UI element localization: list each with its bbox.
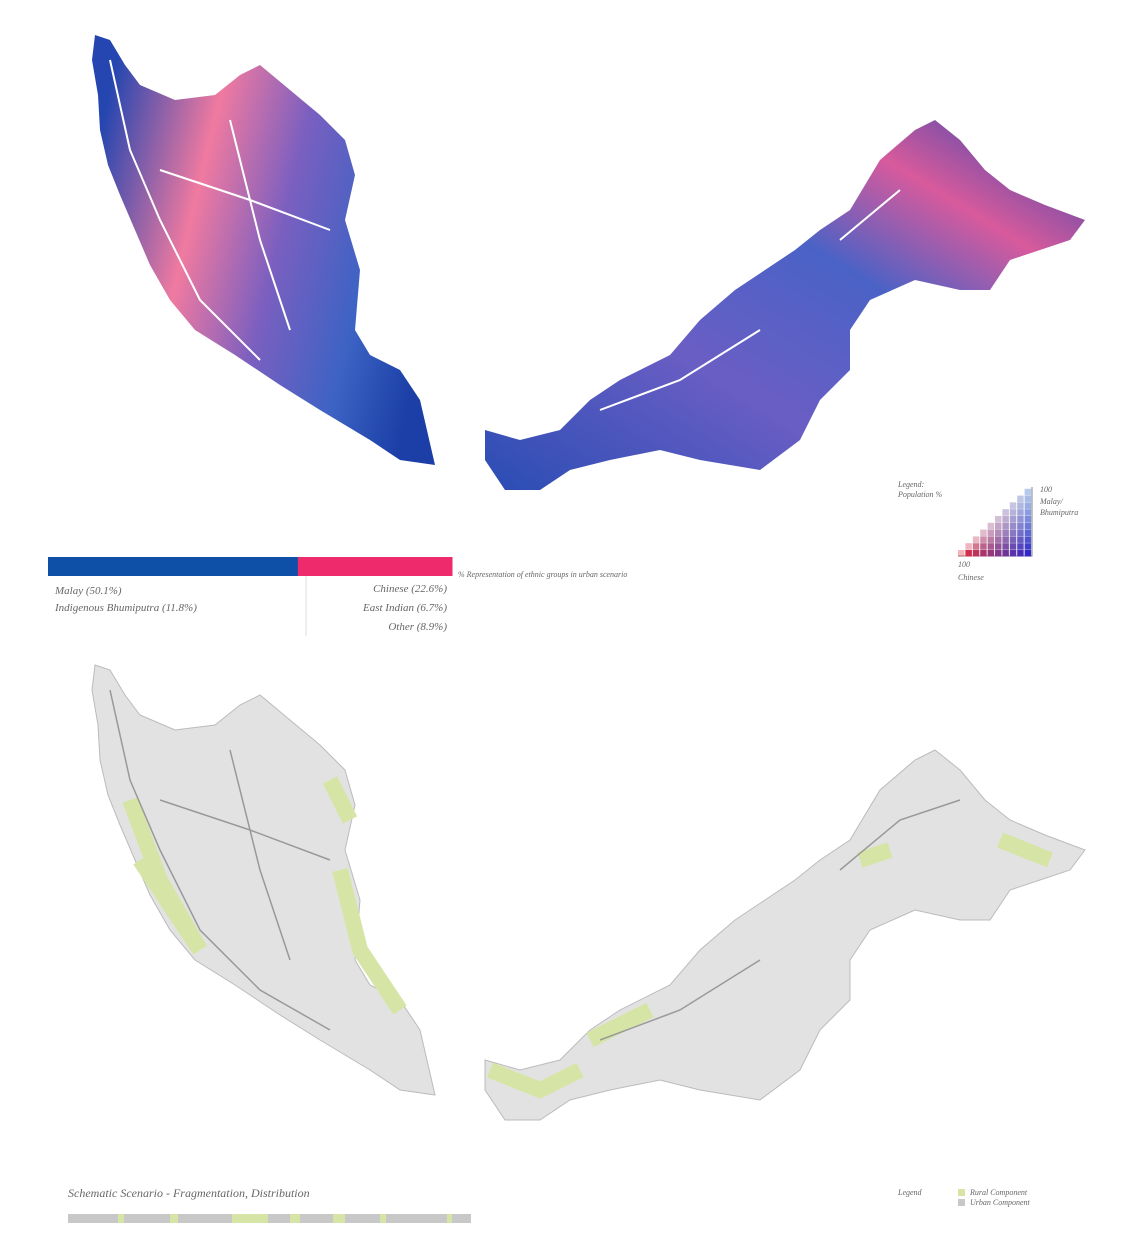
legend-bottom-label: Chinese: [958, 573, 984, 582]
legend-cell: [980, 529, 987, 537]
legend-cell: [1009, 536, 1017, 543]
legend-cell: [1024, 543, 1032, 550]
bar-caption: % Representation of ethnic groups in urb…: [458, 570, 627, 579]
group-label: Chinese (22.6%): [373, 583, 447, 595]
roads: [109, 689, 961, 1041]
legend-top-label: Bhumiputra: [1040, 508, 1078, 517]
urban-label: Urban Component: [970, 1198, 1031, 1207]
legend-cell: [1017, 522, 1024, 530]
rural-areas: [122, 776, 1053, 1099]
borneo: [485, 120, 1085, 490]
legend-cell: [1017, 536, 1024, 543]
rural-swatch: [958, 1189, 965, 1196]
legend-cell: [1002, 543, 1009, 550]
legend-cell: [1017, 509, 1024, 516]
legend-cell: [995, 516, 1002, 523]
legend-cell: [987, 543, 995, 550]
group-label: Other (8.9%): [388, 621, 447, 633]
population-legend: Legend: Population % 100 Malay/ Bhumiput…: [897, 480, 1078, 582]
legend-title: Legend:: [897, 480, 925, 489]
scenario-bar: [68, 1214, 471, 1223]
legend-cell: [1002, 550, 1009, 557]
legend-cell: [1009, 550, 1017, 557]
legend-cell: [1009, 529, 1017, 537]
legend-top-label: Malay/: [1039, 497, 1063, 506]
legend-cell: [987, 550, 995, 557]
legend-cell: [1002, 516, 1009, 523]
legend-matrix: [958, 488, 1032, 557]
legend-cell: [980, 550, 987, 557]
roads: [109, 59, 901, 411]
legend-cell: [1024, 509, 1032, 516]
legend-cell: [987, 529, 995, 537]
scenario-map: [91, 664, 1086, 1121]
legend-cell: [965, 543, 972, 550]
ethnic-map: [92, 35, 1085, 490]
legend-cell: [1024, 529, 1032, 537]
legend-cell: [1009, 509, 1017, 516]
bar-segment: [389, 557, 417, 576]
legend-cell: [987, 522, 995, 530]
legend-cell: [1024, 550, 1032, 557]
legend-bottom-value: 100: [958, 560, 970, 569]
group-label: East Indian (6.7%): [362, 602, 447, 614]
legend-cell: [1017, 516, 1024, 523]
legend-cell: [1009, 522, 1017, 530]
legend-cell: [1024, 536, 1032, 543]
urban-swatch: [958, 1199, 965, 1206]
legend-cell: [972, 550, 980, 557]
bar-group: Malay (50.1%) Indigenous Bhumiputra (11.8…: [48, 557, 453, 633]
legend-cell: [1017, 495, 1024, 503]
legend-cell: [958, 550, 965, 557]
legend-cell: [1017, 502, 1024, 509]
legend-cell: [1002, 529, 1009, 537]
legend-cell: [980, 543, 987, 550]
group-label: Malay (50.1%): [54, 585, 122, 597]
legend-cell: [995, 550, 1002, 557]
legend-subtitle: Population %: [897, 490, 943, 499]
bar-segment: [416, 557, 453, 576]
legend-cell: [995, 522, 1002, 530]
legend-cell: [1024, 522, 1032, 530]
group-label: Indigenous Bhumiputra (11.8%): [54, 602, 197, 614]
legend-cell: [1024, 495, 1032, 503]
bar-segment: [250, 557, 299, 576]
legend-cell: [1024, 502, 1032, 509]
legend-cell: [1002, 522, 1009, 530]
legend-cell: [1024, 488, 1032, 496]
legend-cell: [1009, 543, 1017, 550]
legend-cell: [995, 543, 1002, 550]
rural-label: Rural Component: [969, 1188, 1028, 1197]
bar-segment: [48, 557, 251, 576]
legend-cell: [1002, 536, 1009, 543]
legend-top-value: 100: [1040, 485, 1052, 494]
legend-cell: [972, 536, 980, 543]
legend-cell: [1017, 550, 1024, 557]
bar-segment: [297, 557, 390, 576]
legend-cell: [995, 529, 1002, 537]
legend-cell: [965, 550, 972, 557]
legend-cell: [1017, 543, 1024, 550]
legend-cell: [1017, 529, 1024, 537]
legend-cell: [1009, 502, 1017, 509]
legend-cell: [1024, 516, 1032, 523]
legend-cell: [1002, 509, 1009, 516]
scenario-bar-rural: [118, 1214, 452, 1223]
scenario-title: Schematic Scenario - Fragmentation, Dist…: [68, 1186, 310, 1200]
legend-cell: [987, 536, 995, 543]
legend-cell: [980, 536, 987, 543]
legend-cell: [1009, 516, 1017, 523]
legend-cell: [972, 543, 980, 550]
legend-cell: [995, 536, 1002, 543]
scenario-legend-title: Legend: [897, 1188, 923, 1197]
